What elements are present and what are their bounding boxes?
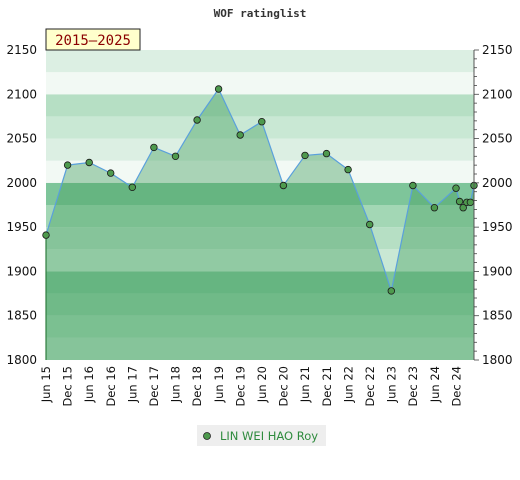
band xyxy=(46,205,474,228)
y-tick-label-right: 1850 xyxy=(482,309,513,323)
y-tick-label-right: 1900 xyxy=(482,264,513,278)
y-tick-label-right: 1800 xyxy=(482,353,513,367)
data-point[interactable] xyxy=(214,85,223,93)
band xyxy=(46,72,474,95)
band xyxy=(46,337,474,360)
data-point[interactable] xyxy=(466,198,475,206)
band xyxy=(46,227,474,250)
data-point[interactable] xyxy=(455,197,464,206)
x-tick-label: Dec 16 xyxy=(104,366,118,407)
data-point[interactable] xyxy=(171,152,180,160)
data-point[interactable] xyxy=(344,165,352,174)
band xyxy=(46,160,474,183)
x-tick-label: Dec 22 xyxy=(363,366,377,407)
background-bands xyxy=(46,50,474,360)
data-point[interactable] xyxy=(42,231,50,239)
x-tick-label: Dec 20 xyxy=(277,366,291,407)
x-tick-label: Jun 18 xyxy=(169,366,183,403)
band xyxy=(46,271,474,294)
data-points xyxy=(42,85,478,295)
x-tick-label: Jun 23 xyxy=(385,366,399,403)
data-point[interactable] xyxy=(193,116,201,124)
x-tick-label: Dec 19 xyxy=(233,366,247,407)
y-axis-left: 1800 1850 1900 1950 2000 2050 2100 2150 xyxy=(6,43,37,367)
x-tick-label: Jun 15 xyxy=(39,366,53,403)
y-tick-label-left: 1950 xyxy=(6,220,37,234)
data-point[interactable] xyxy=(63,161,72,169)
x-tick-label: Jun 19 xyxy=(212,366,226,403)
y-tick-label-left: 2050 xyxy=(6,132,37,146)
band xyxy=(46,249,474,272)
x-tick-label: Jun 20 xyxy=(255,366,269,403)
data-point[interactable] xyxy=(452,184,460,192)
x-tick-label: Jun 24 xyxy=(428,366,442,403)
band xyxy=(46,182,474,205)
data-point[interactable] xyxy=(236,131,244,139)
y-tick-label-right: 2150 xyxy=(482,43,513,57)
data-point[interactable] xyxy=(85,158,93,167)
y-tick-label-right: 2050 xyxy=(482,132,513,146)
x-tick-label: Dec 17 xyxy=(147,366,161,407)
y-tick-label-right: 2000 xyxy=(482,176,513,190)
data-point[interactable] xyxy=(430,203,439,212)
data-point[interactable] xyxy=(150,143,158,152)
x-tick-label: Dec 23 xyxy=(406,366,420,407)
period-badge: 2015–2025 xyxy=(45,28,141,51)
band xyxy=(46,116,474,139)
data-point[interactable] xyxy=(301,151,309,160)
legend[interactable]: LIN WEI HAO Roy xyxy=(197,425,326,446)
x-tick-label: Jun 22 xyxy=(341,366,355,403)
band xyxy=(46,293,474,316)
y-tick-label-left: 1800 xyxy=(6,353,37,367)
y-tick-label-left: 1850 xyxy=(6,309,37,323)
data-point[interactable] xyxy=(366,220,374,229)
y-tick-label-left: 2150 xyxy=(6,43,37,57)
x-axis: Jun 15 Dec 15 Jun 16 Dec 16 Jun 17 Dec 17 Jun … xyxy=(39,366,463,407)
x-tick-label: Dec 18 xyxy=(190,366,204,407)
chart-title: WOF ratinglist xyxy=(214,7,307,20)
y-tick-label-right: 2100 xyxy=(482,87,513,101)
data-point[interactable] xyxy=(128,183,136,191)
x-tick-label: Dec 24 xyxy=(449,366,463,407)
period-badge-text: 2015–2025 xyxy=(55,33,131,49)
y-tick-label-left: 1900 xyxy=(6,264,37,278)
x-tick-label: Jun 17 xyxy=(125,366,139,403)
x-tick-label: Dec 15 xyxy=(61,366,75,407)
band xyxy=(46,315,474,338)
band xyxy=(46,50,474,73)
x-tick-label: Jun 21 xyxy=(298,366,312,403)
data-point[interactable] xyxy=(258,117,266,126)
data-point[interactable] xyxy=(279,181,288,190)
data-point[interactable] xyxy=(322,149,331,158)
band xyxy=(46,94,474,117)
y-tick-label-right: 1950 xyxy=(482,220,513,234)
data-point[interactable] xyxy=(387,287,395,295)
rating-area xyxy=(46,89,474,360)
y-tick-label-left: 2000 xyxy=(6,176,37,190)
x-tick-label: Dec 21 xyxy=(320,366,334,407)
legend-label: LIN WEI HAO Roy xyxy=(220,429,318,443)
legend-marker xyxy=(203,432,211,440)
data-point[interactable] xyxy=(459,203,467,212)
area-fill xyxy=(46,89,474,360)
data-point[interactable] xyxy=(409,181,417,190)
data-point[interactable] xyxy=(106,169,115,177)
y-tick-label-left: 2100 xyxy=(6,87,37,101)
x-tick-label: Jun 16 xyxy=(82,366,96,403)
y-axis-right: 1800 1850 1900 1950 2000 2050 2100 2150 xyxy=(473,43,513,367)
